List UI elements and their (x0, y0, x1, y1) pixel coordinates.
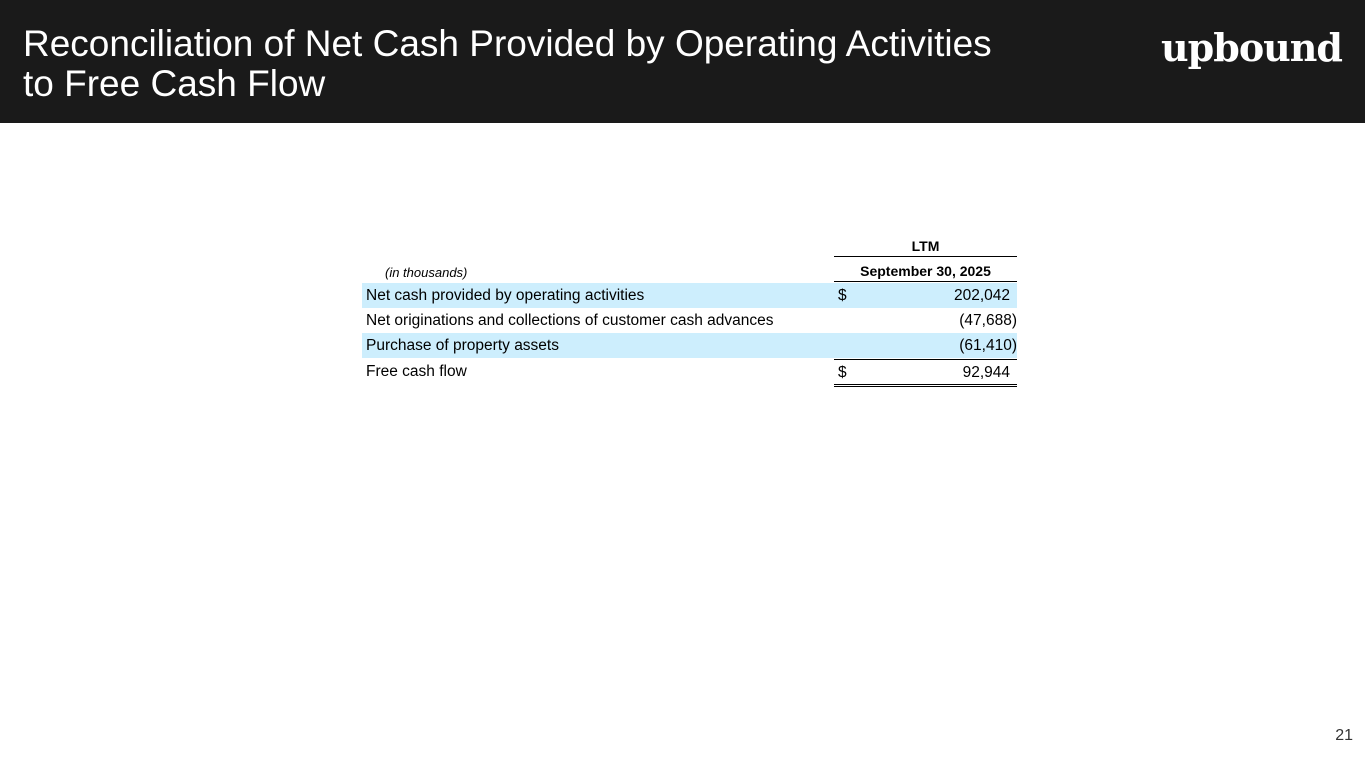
slide-title: Reconciliation of Net Cash Provided by O… (23, 24, 1103, 104)
upbound-logo: upbound (1161, 25, 1343, 70)
page-number: 21 (1335, 727, 1353, 744)
currency-symbol: $ (838, 287, 847, 304)
column-header: September 30, 2025 (834, 261, 1017, 282)
row-value: (47,688) (959, 312, 1017, 329)
slide-header: Reconciliation of Net Cash Provided by O… (0, 0, 1365, 123)
units-note: (in thousands) (385, 265, 468, 280)
value-cell: $ 92,944 (834, 359, 1017, 387)
row-label: Net cash provided by operating activitie… (366, 287, 645, 304)
row-label: Purchase of property assets (366, 337, 559, 354)
row-value: 92,944 (962, 364, 1010, 381)
table-row-free-cash-flow: Free cash flow $ 92,944 (362, 359, 1017, 387)
table-row-property-assets: Purchase of property assets (61,410) (362, 333, 1017, 358)
title-line-1: Reconciliation of Net Cash Provided by O… (23, 23, 992, 64)
value-cell: (61,410) (834, 333, 1017, 358)
row-value: (61,410) (959, 337, 1017, 354)
table-row-cash-advances: Net originations and collections of cust… (362, 308, 1017, 333)
value-cell: $ 202,042 (834, 283, 1017, 308)
title-line-2: to Free Cash Flow (23, 63, 326, 104)
currency-symbol: $ (838, 364, 847, 381)
row-value: 202,042 (953, 287, 1010, 304)
value-cell: (47,688) (834, 308, 1017, 333)
row-label: Net originations and collections of cust… (366, 312, 774, 329)
column-group-header: LTM (834, 236, 1017, 257)
row-label: Free cash flow (366, 363, 467, 380)
table-row-operating-cash: Net cash provided by operating activitie… (362, 283, 1017, 308)
